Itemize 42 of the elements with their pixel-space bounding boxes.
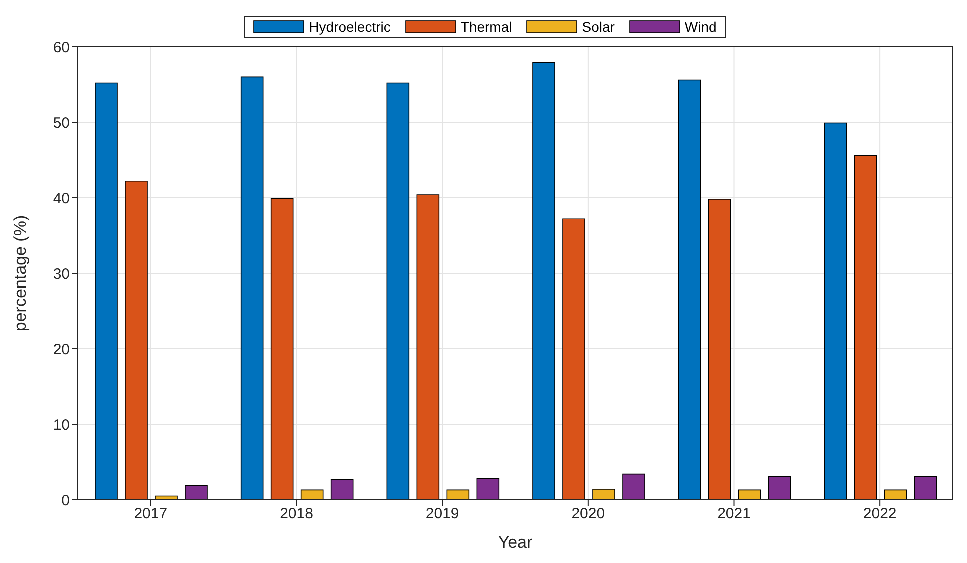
x-tick-label: 2018 — [280, 506, 314, 523]
bar — [446, 490, 470, 500]
x-tick-label: 2017 — [134, 506, 168, 523]
y-tick-label: 0 — [62, 492, 70, 510]
bar — [240, 76, 264, 500]
bar — [562, 218, 586, 500]
bar — [708, 199, 732, 500]
y-tick-label: 30 — [53, 266, 70, 283]
y-tick-label: 20 — [53, 341, 70, 358]
bar — [592, 489, 616, 500]
legend-label: Solar — [582, 19, 615, 35]
x-tick-label: 2021 — [718, 506, 751, 523]
bar — [768, 476, 792, 500]
bar — [95, 82, 118, 500]
bar — [476, 478, 500, 500]
bar — [185, 485, 208, 500]
y-tick-label: 10 — [53, 416, 70, 434]
legend-label: Hydroelectric — [309, 19, 391, 35]
bar — [622, 474, 646, 500]
legend-label: Wind — [684, 19, 717, 35]
bar — [824, 122, 848, 500]
y-tick-label: 50 — [53, 114, 70, 132]
bar — [884, 490, 908, 500]
x-tick-label: 2019 — [426, 506, 460, 523]
bar — [678, 80, 702, 500]
bar — [270, 198, 294, 500]
x-axis-title: Year — [498, 533, 534, 552]
legend-label: Thermal — [460, 19, 512, 35]
bar — [416, 194, 440, 500]
y-tick-label: 40 — [53, 190, 70, 208]
y-axis-title: percentage (%) — [11, 215, 30, 332]
bar — [386, 82, 410, 500]
bar — [854, 155, 878, 500]
bar — [914, 476, 938, 500]
bar — [532, 62, 556, 500]
y-tick-label: 60 — [53, 39, 70, 56]
bar — [300, 490, 324, 500]
bar — [330, 479, 354, 500]
bar — [125, 180, 148, 500]
x-tick-label: 2022 — [863, 506, 897, 523]
x-tick-label: 2020 — [572, 506, 606, 523]
bar — [738, 490, 762, 500]
